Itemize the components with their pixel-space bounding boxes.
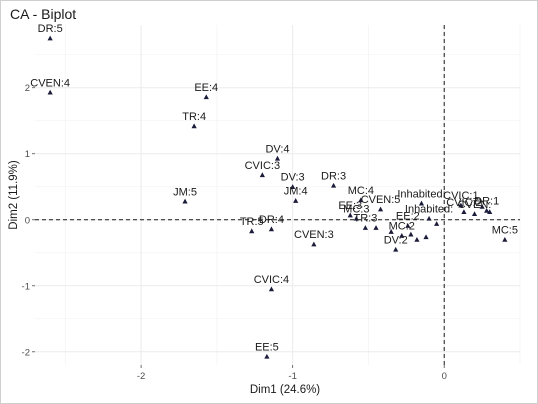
data-point xyxy=(264,353,270,359)
data-point-label: JM:4 xyxy=(284,186,308,198)
data-point xyxy=(502,236,508,242)
x-tick-label: 0 xyxy=(442,371,447,382)
data-point xyxy=(293,198,299,203)
data-point xyxy=(377,206,384,212)
x-axis-title: Dim1 (24.6%) xyxy=(250,384,320,396)
data-point-label: CVEN:5 xyxy=(361,194,401,206)
data-point-label: DV:2 xyxy=(384,234,408,246)
data-point xyxy=(249,228,255,234)
data-point-label: CVIC:3 xyxy=(245,160,280,172)
unlabeled-data-point xyxy=(373,225,379,230)
data-point xyxy=(330,182,337,188)
data-point xyxy=(358,197,364,203)
data-point xyxy=(259,172,265,178)
unlabeled-data-point xyxy=(434,221,440,226)
unlabeled-data-point xyxy=(408,231,414,237)
unlabeled-data-point xyxy=(423,234,429,240)
data-point-label: EE:3 xyxy=(338,200,362,212)
data-point-label: Inhabited: xyxy=(397,188,445,200)
y-tick-label: -1 xyxy=(22,281,30,292)
data-point xyxy=(471,211,478,217)
data-point xyxy=(393,246,399,252)
data-point xyxy=(191,123,197,129)
data-point-label: MC:2 xyxy=(389,221,415,233)
point-labels: DR:5 CVEN:4 EE:4 TR:4 DV:4 CVIC:3DV:3 DR:3 JM:4… xyxy=(30,23,518,353)
data-point-label: MC:4 xyxy=(348,185,374,197)
y-tick-label: 2 xyxy=(25,83,30,94)
data-point xyxy=(426,215,432,221)
data-point xyxy=(405,223,411,228)
data-point-label: EE:4 xyxy=(194,82,218,94)
data-point xyxy=(274,155,281,161)
data-point xyxy=(461,209,467,215)
data-point-label: CVIC:1 xyxy=(443,190,478,202)
grid-lines xyxy=(35,25,521,365)
x-tick-label: -1 xyxy=(288,371,296,382)
data-point-label: MC:3 xyxy=(343,203,369,215)
data-point xyxy=(290,184,296,189)
unlabeled-data-point xyxy=(414,236,420,242)
data-point-label: CVEN: xyxy=(458,199,492,211)
x-tick-label: -2 xyxy=(137,371,145,382)
unlabeled-data-point xyxy=(388,229,394,234)
data-point-label: TR:3 xyxy=(353,213,377,225)
data-point-label: CVEN:3 xyxy=(294,229,334,241)
data-point xyxy=(484,207,490,213)
y-tick-label: -2 xyxy=(22,347,30,358)
data-point-label: JM:5 xyxy=(173,186,197,198)
data-point xyxy=(268,226,275,232)
data-point xyxy=(182,198,188,204)
data-point-label: DR:5 xyxy=(38,23,63,35)
data-point-label: CVIC:4 xyxy=(254,274,289,286)
y-tick-label: 0 xyxy=(25,215,30,226)
data-point-label: CVEN:4 xyxy=(30,77,70,89)
data-point-label: EE:2 xyxy=(396,211,420,223)
data-point xyxy=(203,94,209,100)
chart-title: CA - Biplot xyxy=(10,6,76,22)
plot-panel xyxy=(35,25,520,365)
data-point xyxy=(47,35,53,41)
data-point-label: DR:1 xyxy=(474,196,499,208)
y-axis-title: Dim2 (11.9%) xyxy=(8,160,20,230)
data-point xyxy=(399,233,405,238)
data-point xyxy=(347,212,353,218)
data-point xyxy=(311,241,317,247)
data-point xyxy=(418,200,425,206)
unlabeled-data-point xyxy=(487,209,493,215)
data-point-label: DV:3 xyxy=(281,172,305,184)
data-point-label: CVIC:2 xyxy=(446,197,481,209)
data-point-label: DV:4 xyxy=(265,143,289,155)
unlabeled-data-point xyxy=(479,203,485,209)
reference-lines xyxy=(35,25,520,365)
data-point xyxy=(353,215,359,221)
data-point xyxy=(268,286,275,292)
data-point-label: DR:3 xyxy=(321,170,346,182)
data-point-label: EE:5 xyxy=(255,341,279,353)
data-point-label: DR:4 xyxy=(259,214,284,226)
data-point xyxy=(362,225,369,230)
data-point xyxy=(47,89,53,95)
data-point-label: MC:5 xyxy=(492,225,518,237)
y-tick-label: 1 xyxy=(25,149,30,160)
data-point-label: TR:5 xyxy=(240,216,264,228)
data-points xyxy=(47,35,508,359)
data-point-label: TR:4 xyxy=(182,111,206,123)
axis-ticks: -2 -1 0 -2 -1 0 1 2 xyxy=(22,83,447,382)
data-point xyxy=(458,202,464,208)
data-point-label: Inhabited: xyxy=(405,203,453,215)
